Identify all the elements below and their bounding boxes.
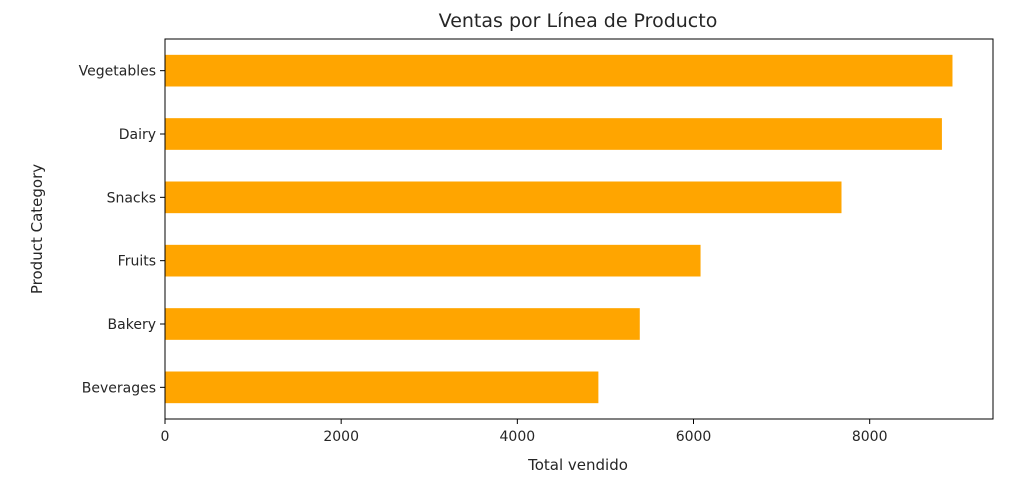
bar-beverages — [165, 371, 599, 404]
x-axis-label: Total vendido — [527, 456, 628, 474]
y-tick-label: Fruits — [118, 254, 156, 270]
x-tick-label: 8000 — [852, 429, 888, 445]
y-ticks-group: Vegetables Dairy Snacks Fruits Bakery Beverag… — [79, 64, 165, 396]
x-ticks-group: 0 2000 4000 6000 8000 — [161, 419, 888, 445]
y-tick-label: Snacks — [107, 190, 156, 206]
bar-vegetables — [165, 54, 953, 87]
y-axis-label: Product Category — [28, 164, 46, 294]
y-tick-label: Vegetables — [79, 64, 156, 80]
chart-title: Ventas por Línea de Producto — [439, 10, 718, 32]
bar-fruits — [165, 244, 701, 277]
y-tick-label: Bakery — [108, 317, 156, 333]
x-tick-label: 0 — [161, 429, 170, 445]
bar-bakery — [165, 308, 640, 340]
bar-snacks — [165, 181, 842, 214]
plot-frame — [164, 38, 994, 420]
x-tick-label: 6000 — [676, 429, 712, 445]
y-tick-label: Dairy — [119, 127, 156, 143]
bars-group — [165, 54, 953, 404]
y-tick-label: Beverages — [82, 380, 156, 396]
bar-dairy — [165, 118, 942, 150]
x-tick-label: 4000 — [500, 429, 536, 445]
x-tick-label: 2000 — [323, 429, 359, 445]
